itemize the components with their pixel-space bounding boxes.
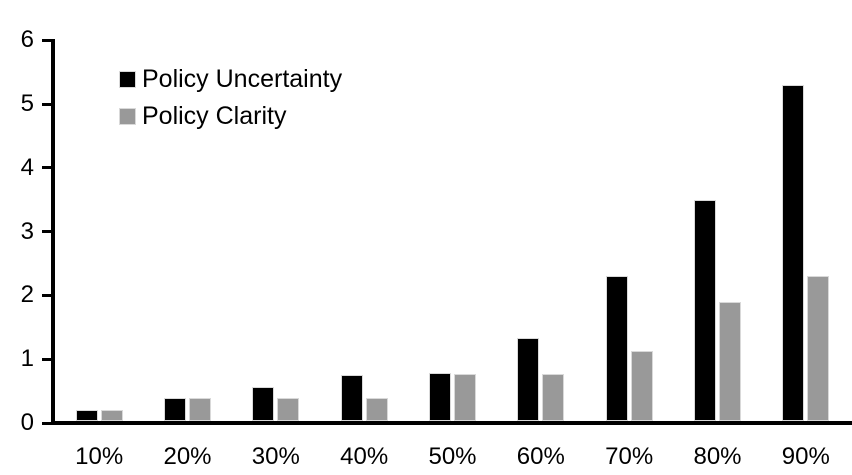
y-tick-mark (42, 102, 51, 106)
x-tick-label: 20% (163, 443, 212, 470)
y-axis-line (51, 39, 55, 425)
y-tick-mark (42, 230, 51, 234)
x-tick-label: 10% (75, 443, 124, 470)
x-tick-label: 70% (605, 443, 654, 470)
bar-policy-clarity (277, 398, 300, 421)
bar-policy-clarity (630, 350, 653, 421)
legend-item-policy-uncertainty: Policy Uncertainty (119, 66, 342, 92)
x-tick-label: 60% (516, 443, 565, 470)
x-axis-line (51, 421, 852, 425)
x-tick-label: 40% (340, 443, 389, 470)
legend: Policy Uncertainty Policy Clarity (119, 66, 342, 129)
y-tick-mark (42, 421, 51, 425)
bar-policy-clarity (542, 373, 565, 421)
x-tick-label: 90% (781, 443, 830, 470)
legend-label-policy-clarity: Policy Clarity (142, 102, 287, 130)
x-tick-label: 50% (428, 443, 477, 470)
bar-policy-uncertainty (429, 373, 451, 421)
bar-policy-clarity (365, 398, 388, 421)
bar-policy-uncertainty (340, 374, 363, 421)
y-tick-label: 3 (20, 217, 34, 245)
bar-policy-uncertainty (252, 386, 275, 421)
y-tick-label: 1 (20, 345, 34, 373)
bar-policy-clarity (189, 398, 211, 421)
y-tick-mark (42, 38, 51, 42)
bar-policy-uncertainty (164, 398, 186, 421)
y-tick-mark (42, 357, 51, 361)
bar-policy-uncertainty (694, 199, 716, 421)
x-tick-label: 30% (251, 443, 300, 470)
legend-label-policy-uncertainty: Policy Uncertainty (142, 65, 343, 93)
bar-policy-clarity (807, 276, 830, 421)
legend-swatch-policy-clarity (119, 107, 136, 125)
bar-policy-uncertainty (782, 84, 805, 421)
y-tick-mark (42, 166, 51, 170)
bar-policy-clarity (100, 410, 123, 421)
bar-policy-clarity (454, 373, 476, 421)
y-tick-label: 5 (20, 90, 34, 117)
bar-policy-uncertainty (605, 276, 628, 421)
y-tick-label: 0 (20, 409, 34, 436)
bar-policy-uncertainty (75, 410, 98, 421)
legend-swatch-policy-uncertainty (119, 70, 136, 88)
y-tick-label: 4 (20, 153, 34, 181)
y-tick-label: 6 (20, 26, 34, 54)
y-tick-mark (42, 293, 51, 297)
y-tick-label: 2 (20, 281, 34, 309)
bar-policy-clarity (719, 301, 741, 421)
bar-policy-uncertainty (517, 338, 540, 421)
legend-item-policy-clarity: Policy Clarity (119, 103, 342, 129)
x-tick-label: 80% (693, 443, 742, 470)
